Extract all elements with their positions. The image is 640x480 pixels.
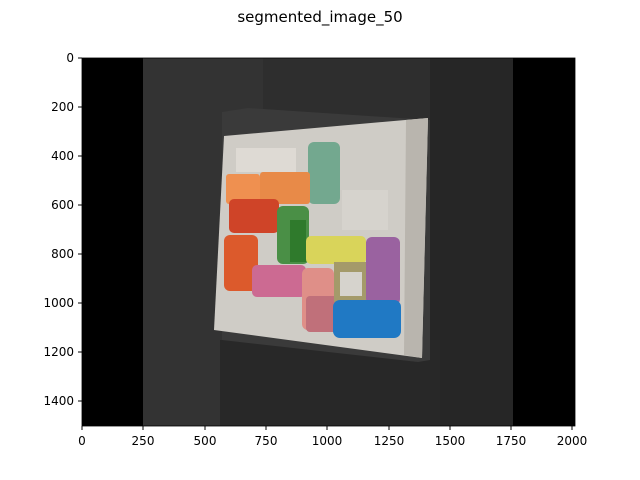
y-tick-label: 1000 <box>43 296 74 310</box>
y-tick-label: 200 <box>51 100 74 114</box>
x-tick-label: 0 <box>78 434 86 448</box>
red-piece <box>229 199 279 233</box>
purple-piece <box>366 237 400 305</box>
x-tick-label: 1000 <box>312 434 343 448</box>
y-tick-label: 600 <box>51 198 74 212</box>
teal-piece <box>308 142 340 204</box>
blue-piece <box>333 300 401 338</box>
board-highlight-2 <box>342 190 388 230</box>
x-tick-label: 500 <box>194 434 217 448</box>
x-tick-label: 2000 <box>557 434 588 448</box>
axes-frame <box>81 57 576 427</box>
segmented-image <box>82 58 575 426</box>
board-edge <box>404 118 428 358</box>
olive-gap <box>340 272 362 296</box>
orange-red-piece <box>224 235 258 291</box>
x-tick-label: 1500 <box>435 434 466 448</box>
board-highlight <box>236 148 296 172</box>
x-tick-label: 750 <box>255 434 278 448</box>
y-tick-label: 0 <box>66 51 74 65</box>
y-tick-label: 1400 <box>43 394 74 408</box>
x-axis: 0 250 500 750 1000 1250 1500 1750 2000 <box>78 426 587 448</box>
orange-piece-left <box>226 174 260 204</box>
y-axis: 0 200 400 600 800 1000 1200 1400 <box>43 51 82 408</box>
salmon-piece-shade <box>306 296 338 332</box>
x-tick-label: 250 <box>132 434 155 448</box>
y-tick-label: 800 <box>51 247 74 261</box>
x-tick-label: 1750 <box>496 434 527 448</box>
figure-title: segmented_image_50 <box>237 8 402 27</box>
orange-piece-right <box>260 172 310 204</box>
x-tick-label: 1250 <box>374 434 405 448</box>
yellow-piece <box>306 236 366 264</box>
y-tick-label: 400 <box>51 149 74 163</box>
y-tick-label: 1200 <box>43 345 74 359</box>
green-piece-shade <box>290 220 306 262</box>
pink-piece <box>252 265 306 297</box>
table-shade-right <box>430 58 513 426</box>
